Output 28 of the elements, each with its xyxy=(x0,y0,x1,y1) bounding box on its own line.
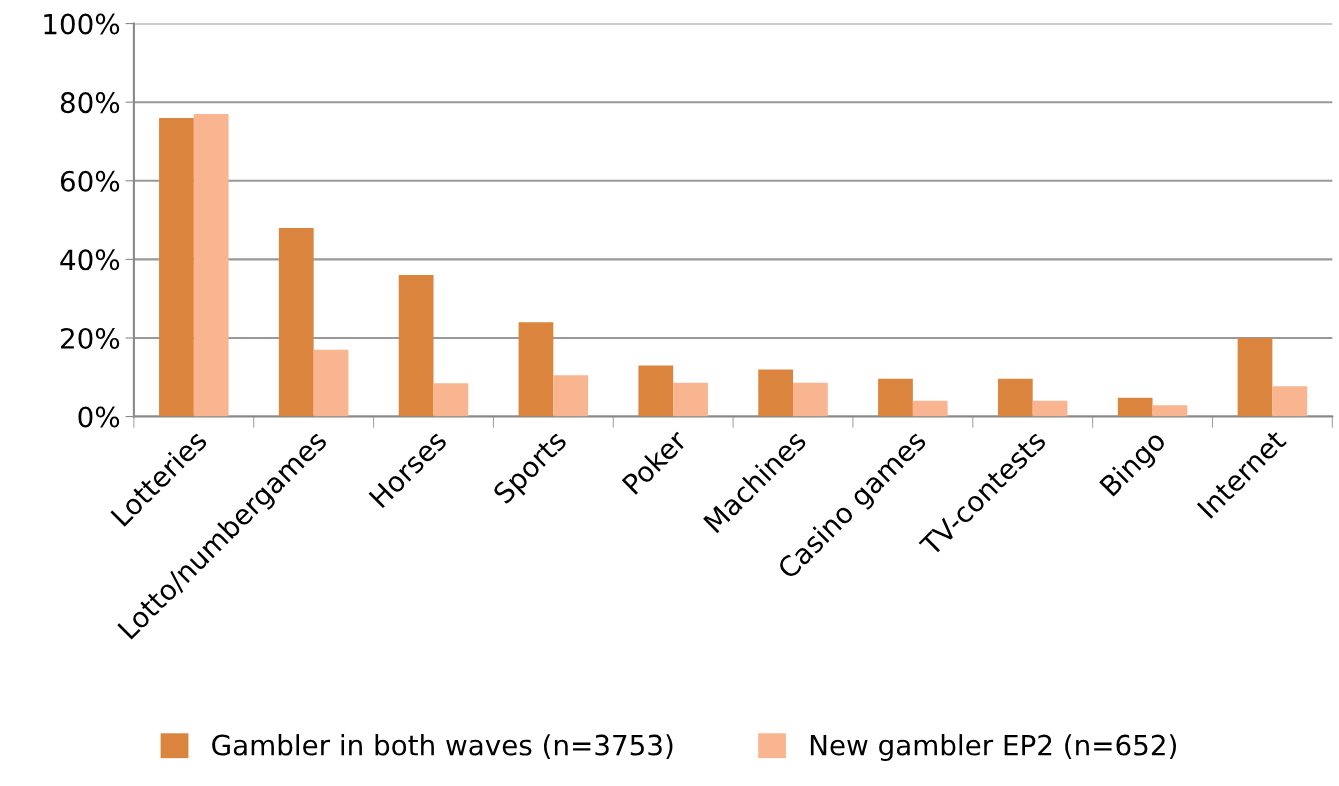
bar xyxy=(313,349,349,417)
bar xyxy=(758,369,794,417)
bar xyxy=(193,113,229,417)
y-tick-label: 20% xyxy=(61,327,120,349)
bar xyxy=(1152,405,1188,417)
bar xyxy=(1117,397,1153,417)
y-tick-label: 100% xyxy=(44,13,120,35)
y-tick-label: 60% xyxy=(60,170,120,192)
legend-label: New gambler EP2 (n=652) xyxy=(810,734,1176,761)
bar xyxy=(878,378,913,417)
bar xyxy=(997,378,1033,417)
bar xyxy=(793,382,828,417)
bar xyxy=(1237,337,1273,417)
bar xyxy=(278,227,314,417)
bar xyxy=(1032,400,1068,417)
legend-label: Gambler in both waves (n=3753) xyxy=(212,734,673,759)
bar xyxy=(553,375,589,417)
bar xyxy=(159,117,194,417)
bar xyxy=(518,322,554,417)
y-tick-label: 80% xyxy=(60,92,120,114)
bar xyxy=(638,365,674,417)
bar xyxy=(433,383,469,417)
y-tick-label: 40% xyxy=(60,249,120,271)
bar xyxy=(398,275,434,417)
bar xyxy=(1272,386,1308,417)
y-tick-label: 0% xyxy=(78,406,120,428)
bar xyxy=(673,382,708,417)
bar xyxy=(912,400,948,417)
